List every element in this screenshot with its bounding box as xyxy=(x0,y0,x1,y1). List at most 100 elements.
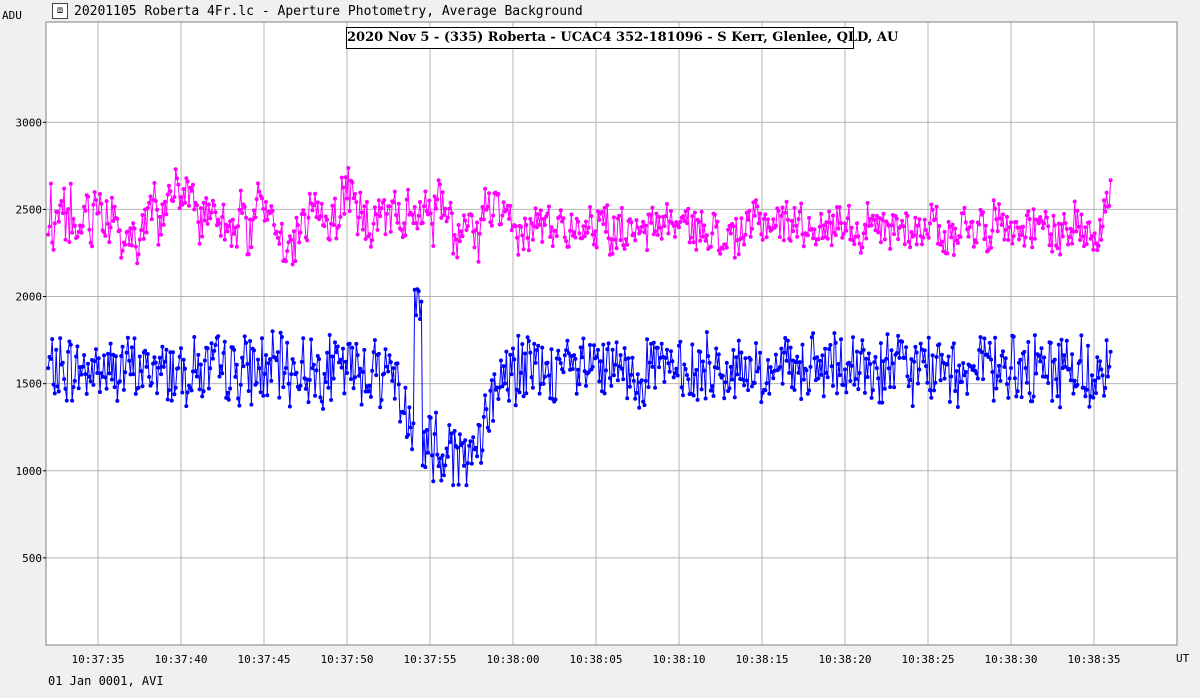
data-point xyxy=(171,350,175,355)
data-point xyxy=(148,194,153,199)
data-point xyxy=(987,340,992,345)
data-point xyxy=(1096,375,1101,380)
data-point xyxy=(139,228,144,233)
data-point xyxy=(487,428,492,433)
data-point xyxy=(582,234,587,239)
data-point xyxy=(679,385,684,390)
data-point xyxy=(156,365,161,370)
data-point xyxy=(1099,367,1104,372)
data-point xyxy=(1108,349,1113,354)
data-point xyxy=(995,374,1000,379)
data-point xyxy=(561,216,566,221)
data-point xyxy=(1058,252,1063,257)
data-point xyxy=(596,347,600,352)
data-point xyxy=(1100,373,1105,378)
data-point xyxy=(821,223,826,228)
data-point xyxy=(277,241,282,246)
data-point xyxy=(297,387,302,392)
data-point xyxy=(609,383,614,388)
data-point xyxy=(325,217,330,222)
data-point xyxy=(1098,217,1102,222)
data-point xyxy=(238,382,243,387)
data-point xyxy=(1068,226,1073,231)
data-point xyxy=(930,207,935,212)
data-point xyxy=(164,212,169,217)
data-point xyxy=(700,359,705,364)
data-point xyxy=(720,373,725,378)
data-point xyxy=(528,217,533,221)
data-point xyxy=(67,339,72,344)
x-tick-label: 10:38:20 xyxy=(819,653,872,666)
data-point xyxy=(592,242,596,247)
data-point xyxy=(864,356,869,361)
data-point xyxy=(302,212,307,217)
data-point xyxy=(479,460,484,465)
data-point xyxy=(1091,395,1096,400)
data-point xyxy=(92,359,97,364)
data-point xyxy=(176,366,181,371)
data-point xyxy=(928,388,932,393)
data-point xyxy=(1100,224,1105,229)
data-point xyxy=(934,355,939,359)
data-point xyxy=(650,364,655,369)
data-point xyxy=(1059,337,1064,342)
data-point xyxy=(585,230,590,235)
data-point xyxy=(184,176,189,181)
data-point xyxy=(201,389,206,394)
data-point xyxy=(1083,225,1088,230)
data-point xyxy=(534,225,539,230)
x-axis-label: UT xyxy=(1176,652,1190,665)
data-point xyxy=(370,238,375,243)
data-point xyxy=(520,342,525,347)
data-point xyxy=(546,373,551,378)
data-point xyxy=(329,398,334,402)
data-point xyxy=(954,369,959,374)
data-point xyxy=(687,240,692,245)
data-point xyxy=(1075,208,1080,213)
data-point xyxy=(240,211,245,215)
data-point xyxy=(823,346,828,351)
data-point xyxy=(905,374,910,379)
data-point xyxy=(723,242,728,247)
data-point xyxy=(605,203,610,208)
data-point xyxy=(1027,391,1032,396)
data-point xyxy=(669,209,673,214)
data-point xyxy=(253,215,258,220)
data-point xyxy=(1104,190,1109,195)
data-point xyxy=(471,435,476,440)
data-point xyxy=(301,336,306,341)
data-point xyxy=(460,441,465,446)
data-point xyxy=(391,200,396,205)
data-point xyxy=(167,388,171,393)
data-point xyxy=(937,342,942,347)
data-point xyxy=(499,358,503,363)
data-point xyxy=(1048,340,1053,345)
data-point xyxy=(355,353,360,358)
data-point xyxy=(432,194,437,199)
data-point xyxy=(71,217,76,221)
data-point xyxy=(339,365,344,370)
data-point xyxy=(507,398,511,403)
data-point xyxy=(88,240,93,245)
data-point xyxy=(755,369,760,374)
data-point xyxy=(76,386,81,391)
data-point xyxy=(394,213,399,218)
data-point xyxy=(521,394,526,399)
data-point xyxy=(135,261,140,266)
data-point xyxy=(843,367,847,372)
data-point xyxy=(423,189,428,194)
data-point xyxy=(633,396,638,401)
data-point xyxy=(129,345,134,350)
data-point xyxy=(631,378,636,383)
data-point xyxy=(306,215,311,220)
data-point xyxy=(213,210,218,215)
data-point xyxy=(480,448,485,453)
plot-area xyxy=(46,22,1177,645)
data-point xyxy=(521,247,526,252)
data-point xyxy=(1001,212,1005,217)
data-point xyxy=(1007,376,1012,381)
data-point xyxy=(653,229,658,234)
data-point xyxy=(1019,233,1024,238)
data-point xyxy=(444,446,449,451)
data-point xyxy=(594,355,599,359)
